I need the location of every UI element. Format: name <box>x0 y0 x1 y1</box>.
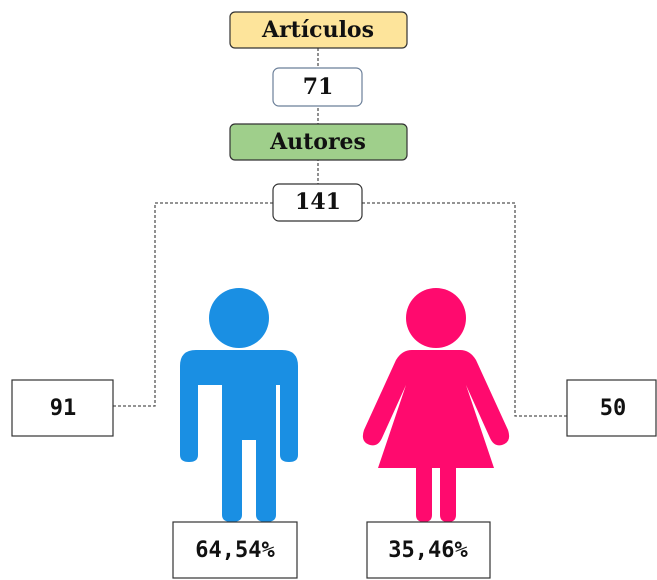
articles-box <box>229 11 408 49</box>
female-percent: 35,46% <box>388 538 468 563</box>
connector <box>113 202 273 407</box>
articles-label: Artículos <box>261 17 374 43</box>
female-count-box <box>566 379 657 437</box>
male-count: 91 <box>50 396 77 421</box>
authors-count: 141 <box>295 189 341 215</box>
female-icon <box>362 288 510 522</box>
male-percent-box <box>172 521 298 579</box>
connector <box>362 202 567 417</box>
male-icon <box>180 288 298 522</box>
authors-label: Autores <box>269 129 366 155</box>
male-count-box <box>11 379 114 437</box>
authors-box <box>229 123 408 161</box>
male-percent: 64,54% <box>195 538 275 563</box>
authors-count-box <box>272 183 363 222</box>
female-percent-box <box>366 521 491 579</box>
articles-count: 71 <box>303 74 334 100</box>
female-count: 50 <box>600 396 627 421</box>
articles-count-box <box>272 67 363 107</box>
